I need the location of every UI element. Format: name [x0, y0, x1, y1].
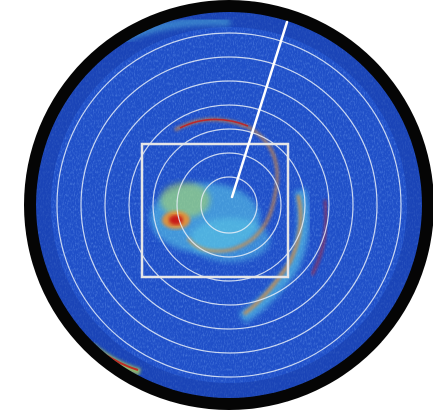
outer-rainband-right [243, 194, 303, 316]
range-ring [80, 56, 378, 354]
central-echo-cluster [160, 182, 210, 218]
radar-field-group [36, 12, 422, 398]
range-rings [56, 32, 402, 378]
range-ring [176, 152, 282, 258]
outer-rainband-right [238, 188, 310, 324]
range-ring [128, 104, 330, 306]
central-echo-cluster [190, 218, 270, 262]
range-ring [56, 32, 402, 378]
spiral-rainband-arc [179, 118, 249, 129]
outer-attenuation [36, 12, 422, 398]
range-ring [200, 176, 258, 234]
range-ring [152, 128, 306, 282]
outer-rainband-right [311, 199, 328, 276]
range-ring [104, 80, 354, 330]
radar-sweep-line [230, 20, 289, 199]
selection-box[interactable] [140, 142, 290, 279]
